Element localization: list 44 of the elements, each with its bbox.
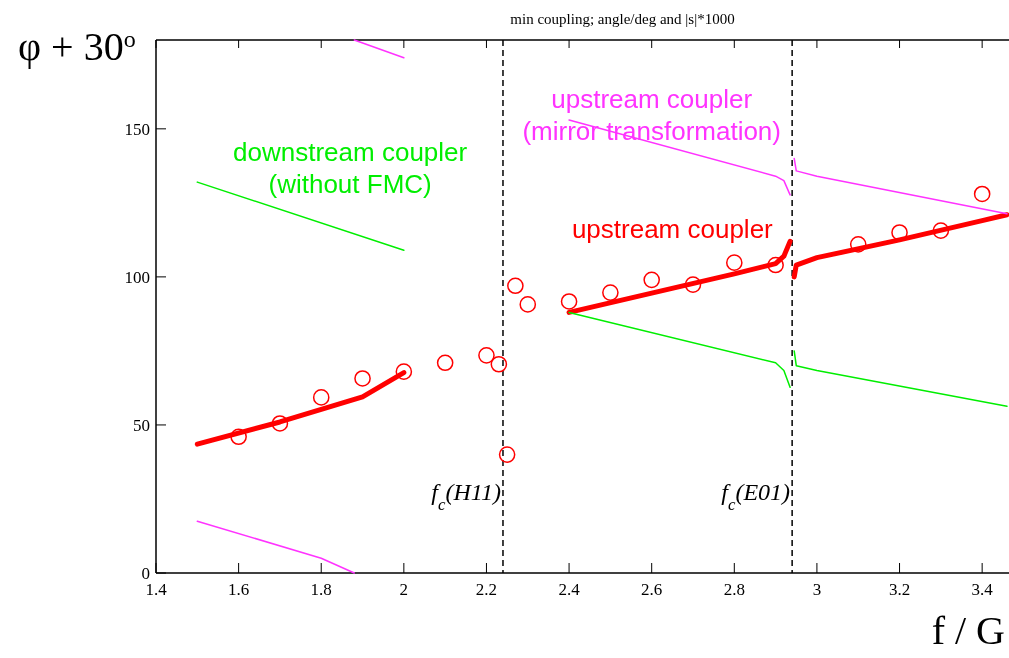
x-tick-label: 2.2 [475,580,498,599]
point [684,276,702,293]
x-tick-label: 1.6 [227,580,250,599]
point [498,446,516,463]
x-tick-label: 2.4 [558,580,581,599]
x-tick-label: 3 [812,580,822,599]
x-axis-title: f / G [931,608,1005,653]
series-label: downstream coupler (without FMC) [233,137,468,200]
point [602,284,619,301]
y-tick-label: 150 [124,119,150,139]
point [891,224,908,241]
ref-line-label: f$_{c}$(E01) [721,478,791,514]
ref-line-label: f$_{c}$(H11) [431,478,501,514]
x-tick-label: 2.6 [641,580,663,599]
point [849,236,867,253]
point [354,370,371,387]
y-axis-title: φ + 30$^{o}$ [18,24,136,69]
point [973,185,991,203]
point [312,389,330,406]
point [643,271,661,289]
y-tick-label: 50 [133,415,150,435]
point [767,256,784,274]
point [507,277,524,295]
point [478,347,495,364]
point [519,296,537,313]
x-tick-label: 2.8 [723,580,745,599]
point [436,354,454,372]
x-tick-label: 2 [399,580,409,599]
point [490,355,508,373]
y-tick-label: 0 [141,564,150,583]
series-label: upstream coupler (mirror transformation) [522,84,781,147]
x-tick-label: 3.2 [888,580,911,599]
chart-title: min coupling; angle/deg and |s|*1000 [510,11,735,27]
point [271,415,289,432]
point [725,254,743,271]
y-tick-label: 100 [124,267,150,287]
point [560,293,578,310]
x-tick-label: 1.8 [310,580,332,599]
x-tick-label: 3.4 [971,580,994,599]
x-tick-label: 1.4 [145,580,168,599]
point [230,428,247,446]
series-label: upstream coupler [571,214,774,245]
point [932,222,950,239]
point [395,363,413,380]
